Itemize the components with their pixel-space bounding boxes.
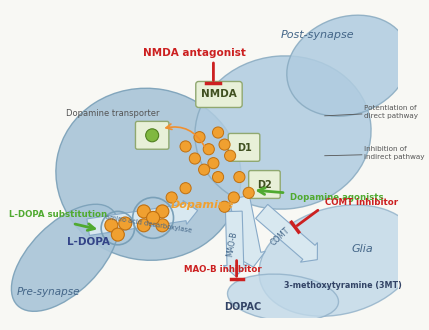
Text: Post-synapse: Post-synapse [281,30,354,40]
Text: Glia: Glia [351,244,373,253]
Text: Dopamine transporter: Dopamine transporter [66,110,160,118]
Text: L-DOPA: L-DOPA [67,237,109,247]
FancyBboxPatch shape [196,82,242,108]
Circle shape [194,132,205,143]
Circle shape [146,129,159,142]
FancyArrow shape [256,204,317,262]
Circle shape [112,228,124,241]
Circle shape [203,144,214,155]
Circle shape [137,219,150,232]
Circle shape [234,172,245,182]
Ellipse shape [56,88,241,260]
Text: Dopamine: Dopamine [171,200,234,210]
Circle shape [105,219,118,232]
FancyArrow shape [87,201,198,235]
Circle shape [137,205,150,218]
Text: Dopamine agonists: Dopamine agonists [290,193,383,202]
Circle shape [180,182,191,194]
Text: COMT inhibitor: COMT inhibitor [325,198,398,207]
Circle shape [219,139,230,150]
FancyArrow shape [230,195,265,267]
Ellipse shape [227,274,338,321]
Text: Potentiation of
direct pathway: Potentiation of direct pathway [364,105,418,119]
Text: Pre-synapse: Pre-synapse [17,287,80,297]
Text: MAO-B: MAO-B [225,231,239,257]
Text: NMDA antagonist: NMDA antagonist [143,48,246,58]
FancyBboxPatch shape [136,121,169,149]
Circle shape [166,192,177,203]
Circle shape [199,164,210,175]
Circle shape [212,172,224,182]
Circle shape [189,153,200,164]
Circle shape [208,158,219,169]
Circle shape [219,201,230,212]
Ellipse shape [287,15,409,116]
Circle shape [119,217,132,230]
Text: NMDA: NMDA [201,89,237,99]
Text: MAO-B inhibitor: MAO-B inhibitor [184,265,262,274]
FancyBboxPatch shape [228,133,260,161]
Circle shape [212,127,224,138]
Circle shape [147,212,160,224]
Circle shape [156,219,169,232]
FancyArrow shape [224,211,248,276]
Circle shape [243,187,254,198]
Text: D2: D2 [257,181,272,190]
Circle shape [228,192,239,203]
Text: L-DOPA substitution: L-DOPA substitution [9,210,107,219]
Text: DOPAC: DOPAC [224,302,262,312]
Ellipse shape [12,204,118,311]
Ellipse shape [195,56,371,209]
Circle shape [224,150,236,161]
Text: Inhibition of
indirect pathway: Inhibition of indirect pathway [364,146,424,160]
Text: amino acid decarboxylase: amino acid decarboxylase [105,214,192,233]
Text: 3-methoxytyramine (3MT): 3-methoxytyramine (3MT) [284,281,402,290]
Ellipse shape [259,205,418,316]
Circle shape [156,205,169,218]
Circle shape [180,141,191,152]
FancyBboxPatch shape [249,171,280,198]
Text: D1: D1 [237,143,251,153]
Text: COMT: COMT [269,226,292,247]
